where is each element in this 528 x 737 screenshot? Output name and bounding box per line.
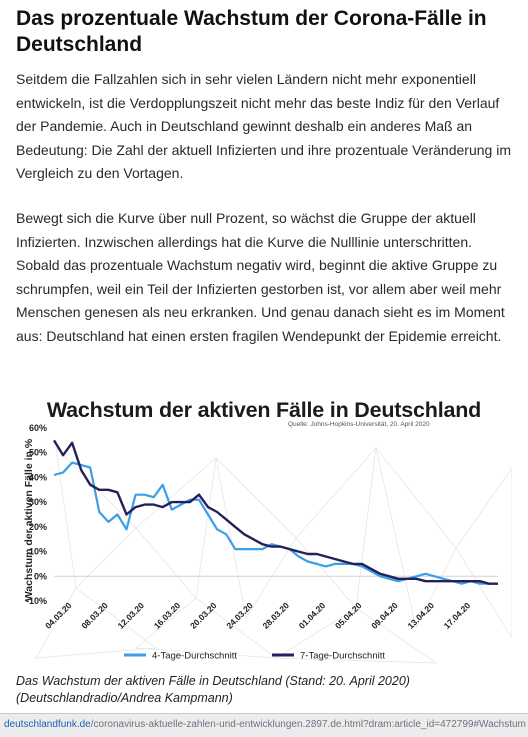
x-tick-label: 01.04.20 [297, 600, 328, 631]
x-tick-label: 24.03.20 [224, 600, 255, 631]
article-paragraph: Bewegt sich die Kurve über null Prozent,… [16, 210, 505, 344]
article: Das prozentuale Wachstum der Corona-Fäll… [16, 0, 516, 344]
y-tick-label: 30% [29, 497, 47, 507]
y-tick-label: -10% [26, 596, 47, 606]
series-line-4-day [53, 461, 498, 585]
link-status-bar: deutschlandfunk.de/coronavirus-aktuelle-… [0, 713, 528, 737]
background-triangle [375, 447, 457, 630]
chart-source: Quelle: Johns-Hopkins-Universität, 20. A… [288, 421, 430, 428]
chart-figure: Wachstum der aktiven Fälle in Deutschlan… [16, 388, 512, 668]
chart-background-pattern [35, 446, 512, 664]
x-tick-label: 16.03.20 [152, 600, 183, 631]
background-triangle [134, 597, 278, 659]
x-tick-label: 13.04.20 [406, 600, 437, 631]
x-tick-label: 05.04.20 [333, 600, 364, 631]
image-caption: Das Wachstum der aktiven Fälle in Deutsc… [16, 674, 410, 705]
article-paragraph: Seitdem die Fallzahlen sich in sehr viel… [16, 71, 511, 181]
y-tick-label: 0% [34, 571, 47, 581]
y-tick-label: 10% [29, 547, 47, 557]
x-tick-label: 12.03.20 [116, 600, 147, 631]
legend-label: 7-Tage-Durchschnitt [300, 651, 385, 662]
legend-label: 4-Tage-Durchschnitt [152, 651, 237, 662]
x-tick-label: 04.03.20 [43, 600, 74, 631]
x-tick-label: 08.03.20 [79, 600, 110, 631]
x-tick-label: 28.03.20 [261, 600, 292, 631]
y-tick-label: 20% [29, 522, 47, 532]
background-triangle [215, 456, 297, 620]
chart-title: Wachstum der aktiven Fälle in Deutschlan… [46, 398, 482, 422]
y-tick-label: 60% [29, 423, 47, 433]
series-line-7-day [52, 439, 498, 585]
y-tick-label: 50% [29, 448, 47, 458]
line-chart: 60% 50% 40% 30% 20% 10% 0% -10%04.03.20 08.03.20… [26, 423, 498, 662]
x-tick-label: 09.04.20 [369, 600, 400, 631]
x-tick-label: 17.04.20 [442, 600, 473, 631]
status-url-path: /coronavirus-aktuelle-zahlen-und-entwick… [90, 719, 526, 730]
background-triangle [295, 446, 377, 609]
x-tick-label: 20.03.20 [188, 600, 219, 631]
background-triangle [135, 456, 217, 599]
y-tick-label: 40% [29, 472, 47, 482]
status-url-domain: deutschlandfunk.de [4, 719, 91, 730]
background-triangle [274, 607, 438, 664]
article-title: Das prozentuale Wachstum der Corona-Fäll… [16, 7, 487, 56]
background-triangle [455, 467, 512, 639]
background-triangle [35, 587, 158, 659]
